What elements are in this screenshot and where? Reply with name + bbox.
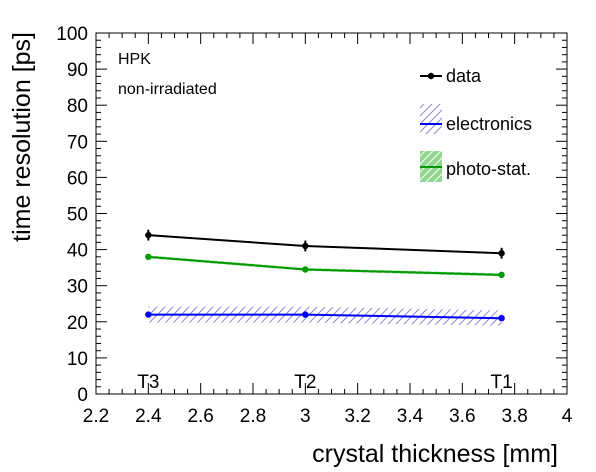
y-tick-label: 50 [67, 205, 88, 226]
y-tick-label: 60 [67, 168, 88, 189]
point-photostat [145, 253, 152, 261]
point-electronics [498, 314, 505, 322]
legend-label-data: data [446, 66, 482, 86]
point-electronics [145, 311, 152, 318]
y-tick-label: 30 [67, 277, 88, 298]
annotation-non-irradiated: non-irradiated [118, 81, 217, 98]
point-data [498, 250, 505, 257]
thickness-label: T3 [137, 372, 159, 393]
x-tick-label: 3.2 [344, 406, 370, 427]
y-tick-label: 90 [67, 60, 88, 81]
point-photostat [498, 271, 505, 279]
y-tick-label: 80 [67, 96, 88, 117]
uncertainty-bands [148, 255, 502, 326]
x-axis-title: crystal thickness [mm] [312, 440, 558, 468]
x-tick-label: 3.6 [449, 406, 475, 427]
legend-band-electronics [420, 104, 442, 134]
point-photostat [302, 266, 309, 273]
point-data [302, 242, 309, 250]
y-tick-label: 100 [56, 24, 88, 45]
series-lines [148, 234, 502, 320]
line-data [148, 234, 502, 255]
x-tick-label: 2.2 [83, 406, 109, 427]
y-axis-title: time resolution [ps] [8, 32, 36, 242]
y-tick-label: 10 [67, 349, 88, 370]
axis-tick-labels: 2.2 2.4 2.6 2.8 3 3.2 3.4 3.6 3.8 401020304050607… [56, 24, 572, 427]
x-tick-label: 2.6 [187, 406, 213, 427]
x-tick-label: 3 [300, 406, 311, 427]
x-tick-label: 2.8 [240, 406, 266, 427]
legend: data electronics photo-stat. [420, 66, 532, 182]
x-tick-label: 2.4 [135, 406, 162, 427]
band-electronics [148, 306, 502, 326]
thickness-labels: T3 T2 T1 [137, 372, 512, 393]
data-markers [145, 229, 505, 322]
x-tick-label: 4 [562, 406, 573, 427]
legend-label-photo-stat: photo-stat. [446, 159, 531, 179]
axis-ticks [95, 32, 568, 395]
y-tick-label: 20 [67, 313, 88, 334]
annotation-hpk: HPK [118, 51, 151, 68]
y-tick-label: 70 [67, 132, 88, 153]
x-tick-label: 3.4 [397, 406, 424, 427]
x-tick-label: 3.8 [501, 406, 527, 427]
y-tick-label: 40 [67, 241, 88, 262]
y-tick-label: 0 [77, 385, 88, 406]
legend-label-electronics: electronics [446, 114, 532, 134]
legend-marker-data [427, 72, 435, 80]
thickness-label: T1 [490, 372, 512, 393]
thickness-label: T2 [294, 372, 316, 393]
point-electronics [302, 311, 309, 318]
point-data [145, 231, 152, 239]
band-photostat [148, 255, 502, 277]
